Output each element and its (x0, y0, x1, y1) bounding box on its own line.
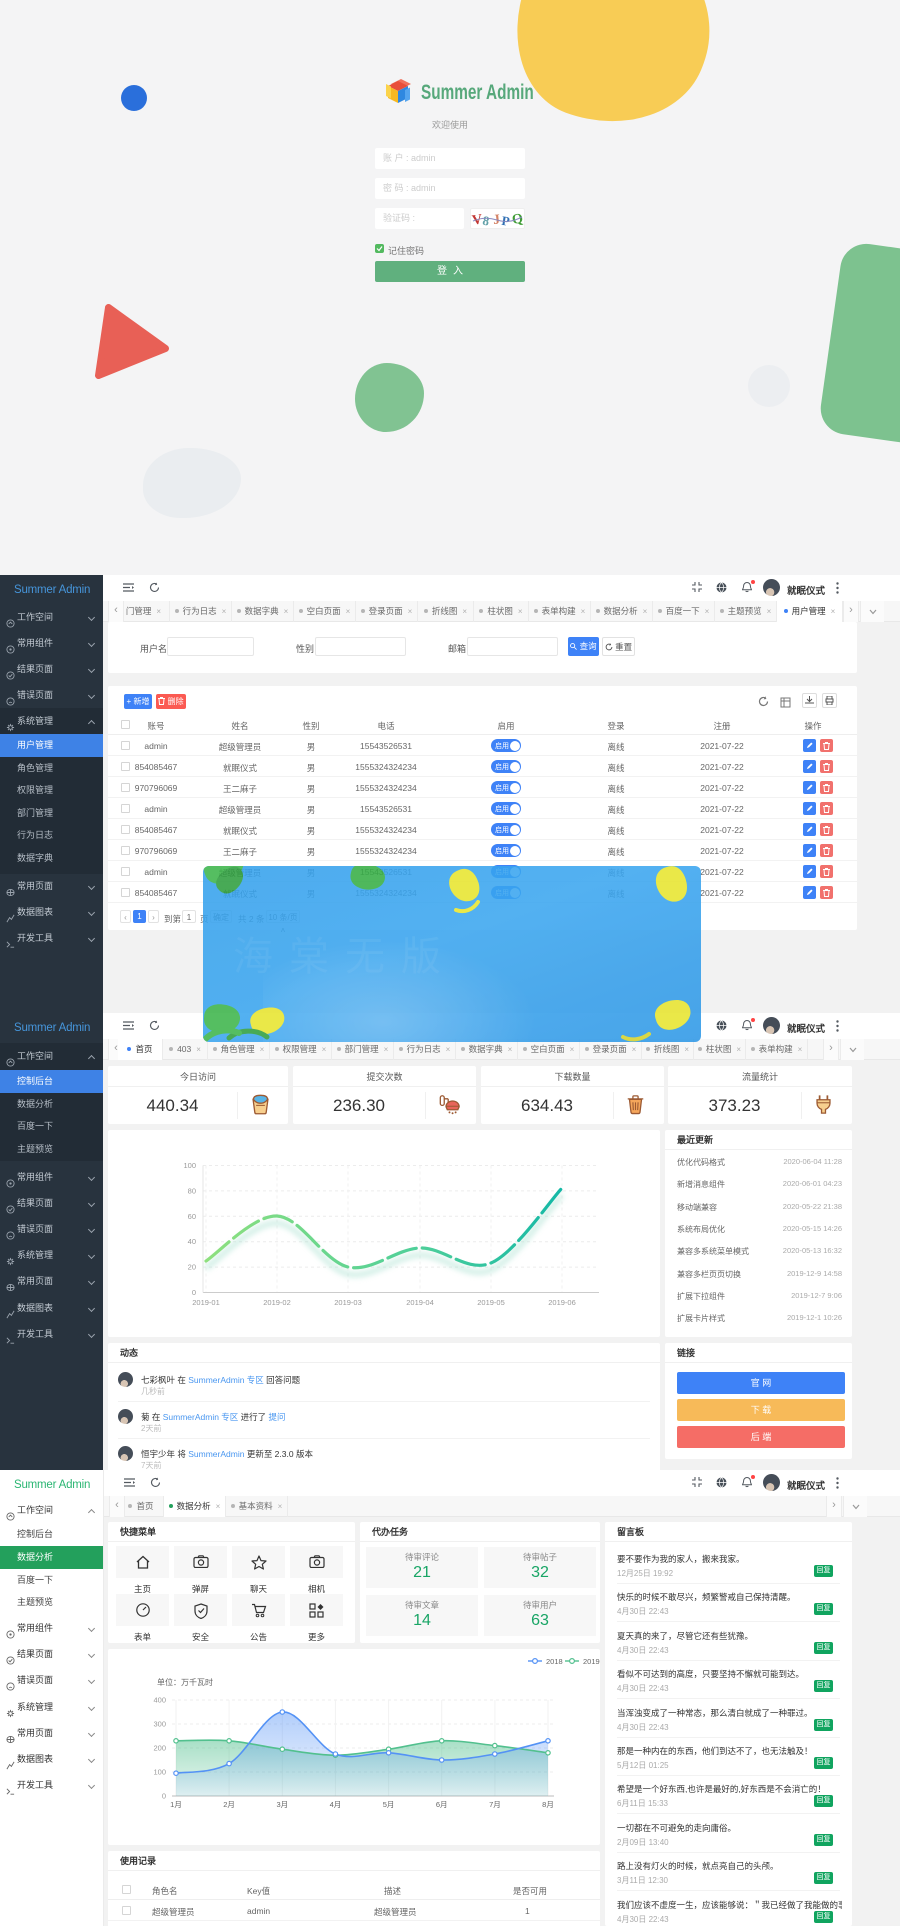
svg-text:100: 100 (153, 1768, 166, 1777)
svg-text:2019-02: 2019-02 (263, 1298, 291, 1307)
svg-text:2018: 2018 (546, 1657, 563, 1666)
svg-text:P: P (501, 213, 511, 228)
svg-text:2019-06: 2019-06 (548, 1298, 576, 1307)
svg-text:80: 80 (188, 1186, 196, 1195)
svg-text:8月: 8月 (542, 1800, 554, 1809)
svg-text:3月: 3月 (276, 1800, 288, 1809)
svg-text:7月: 7月 (489, 1800, 501, 1809)
svg-text:0: 0 (162, 1792, 166, 1801)
svg-text:0: 0 (192, 1288, 196, 1297)
svg-text:60: 60 (188, 1212, 196, 1221)
svg-text:2019-05: 2019-05 (477, 1298, 505, 1307)
svg-text:20: 20 (188, 1263, 196, 1272)
svg-text:Q: Q (511, 211, 524, 228)
svg-text:单位：万千瓦时: 单位：万千瓦时 (157, 1677, 213, 1687)
svg-text:8: 8 (481, 213, 490, 228)
svg-text:5月: 5月 (383, 1800, 395, 1809)
svg-text:4月: 4月 (330, 1800, 342, 1809)
svg-text:40: 40 (188, 1237, 196, 1246)
svg-text:2019-01: 2019-01 (192, 1298, 220, 1307)
svg-text:6月: 6月 (436, 1800, 448, 1809)
svg-text:100: 100 (183, 1161, 196, 1170)
svg-text:V: V (471, 212, 483, 228)
svg-text:2019-04: 2019-04 (406, 1298, 434, 1307)
svg-text:2月: 2月 (223, 1800, 235, 1809)
svg-text:2019: 2019 (583, 1657, 600, 1666)
svg-text:300: 300 (153, 1720, 166, 1729)
svg-text:1月: 1月 (170, 1800, 182, 1809)
svg-text:200: 200 (153, 1744, 166, 1753)
svg-text:400: 400 (153, 1696, 166, 1705)
svg-text:2019-03: 2019-03 (334, 1298, 362, 1307)
